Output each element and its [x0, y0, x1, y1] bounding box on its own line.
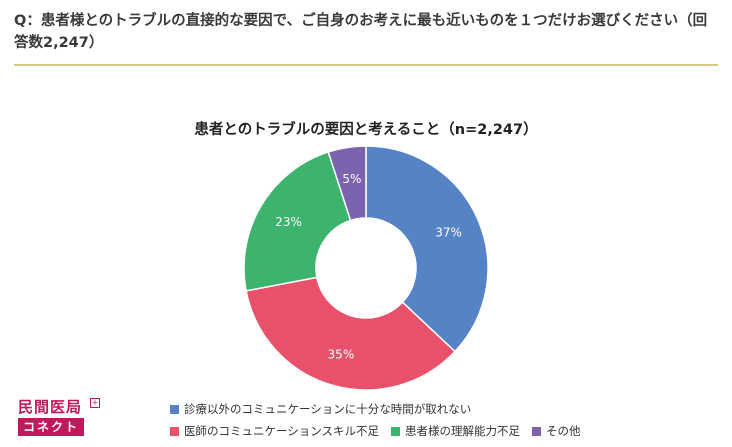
legend-label-0: 診療以外のコミュニケーションに十分な時間が取れない	[184, 402, 472, 416]
donut-slice-2	[243, 151, 352, 292]
donut-slice-3	[327, 145, 367, 222]
legend-row-1: 診療以外のコミュニケーションに十分な時間が取れない	[170, 401, 483, 417]
donut-slice-0	[365, 145, 489, 353]
legend-item-1: 医師のコミュニケーションスキル不足	[170, 423, 379, 439]
legend-item-0: 診療以外のコミュニケーションに十分な時間が取れない	[170, 401, 471, 417]
divider	[14, 64, 718, 66]
legend-swatch-2	[391, 426, 401, 436]
donut-slice-1	[245, 276, 456, 391]
legend-item-2: 患者様の理解能力不足	[391, 423, 520, 439]
legend-label-1: 医師のコミュニケーションスキル不足	[184, 424, 380, 438]
slice-label-2: 23%	[275, 215, 302, 229]
chart-title: 患者とのトラブルの要因と考えること（n=2,247）	[194, 122, 538, 138]
slice-label-1: 35%	[328, 347, 355, 361]
logo-top-text: 民間医局	[18, 398, 83, 416]
slice-label-3: 5%	[342, 172, 361, 186]
question-text: Q：患者様とのトラブルの直接的な要因で、ご自身のお考えに最も近いものを１つだけお…	[14, 13, 708, 51]
legend-swatch-3	[532, 426, 542, 436]
legend-item-3: その他	[532, 423, 581, 439]
legend-swatch-1	[170, 426, 179, 436]
brand-logo: 民間医局 + コネクト	[18, 398, 100, 442]
legend-swatch-0	[170, 404, 179, 414]
logo-plus-icon: +	[90, 398, 100, 408]
legend-label-2: 患者様の理解能力不足	[405, 424, 521, 438]
legend-label-3: その他	[546, 424, 581, 438]
logo-bottom-text: コネクト	[18, 418, 84, 436]
legend-row-2: 医師のコミュニケーションスキル不足 患者様の理解能力不足 その他	[170, 423, 593, 439]
slice-label-0: 37%	[435, 225, 462, 239]
